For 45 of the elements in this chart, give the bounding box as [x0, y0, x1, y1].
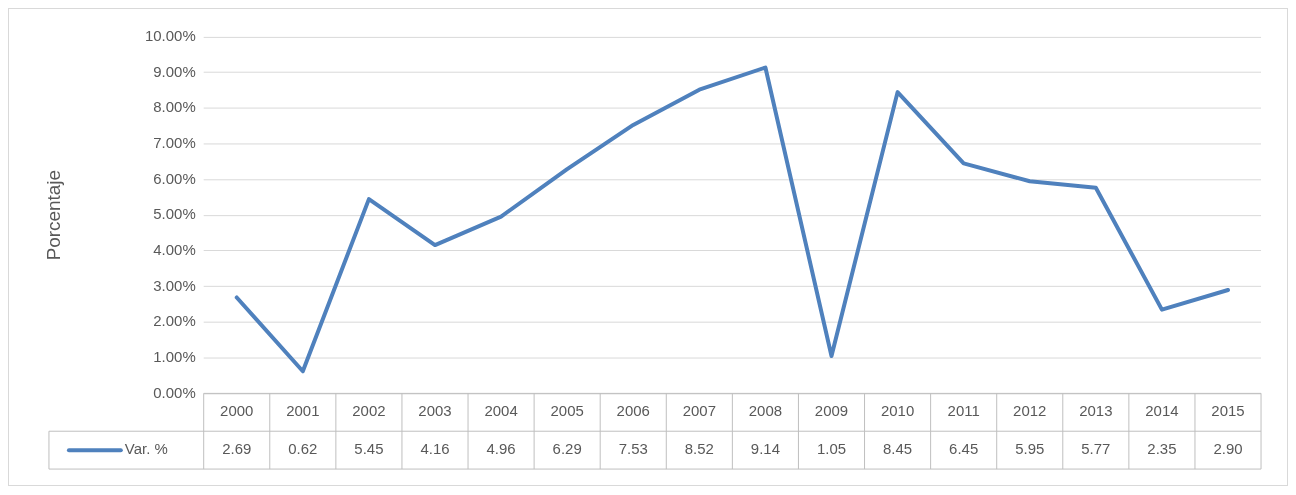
y-tick-label: 8.00%	[153, 98, 196, 116]
data-label: 2.90	[1213, 440, 1243, 458]
data-label: 6.29	[552, 440, 582, 458]
data-label: 6.45	[949, 440, 979, 458]
x-tick-label: 2010	[880, 402, 915, 420]
x-tick-label: 2013	[1079, 402, 1113, 420]
x-tick-label: 2001	[286, 402, 320, 420]
y-tick-label: 7.00%	[153, 133, 196, 151]
data-label: 5.95	[1015, 440, 1045, 458]
data-label: 8.45	[883, 440, 913, 458]
y-tick-label: 6.00%	[153, 169, 196, 187]
y-tick-label: 2.00%	[153, 312, 196, 330]
x-tick-label: 2005	[550, 402, 584, 420]
data-label: 9.14	[750, 440, 780, 458]
x-tick-label: 2012	[1013, 402, 1047, 420]
x-tick-label: 2008	[748, 402, 783, 420]
data-label: 8.52	[684, 440, 714, 458]
x-tick-label: 2007	[682, 402, 716, 420]
x-tick-label: 2015	[1211, 402, 1245, 420]
x-tick-label: 2009	[814, 402, 849, 420]
y-tick-label: 9.00%	[153, 62, 196, 80]
data-label: 2.35	[1147, 440, 1177, 458]
x-tick-label: 2000	[220, 402, 254, 420]
data-label: 2.69	[222, 440, 252, 458]
x-tick-label: 2003	[418, 402, 452, 420]
y-tick-label: 10.00%	[144, 27, 196, 44]
data-label: 4.16	[420, 440, 450, 458]
y-tick-label: 0.00%	[153, 383, 196, 401]
x-tick-label: 2014	[1145, 402, 1179, 420]
y-tick-label: 5.00%	[153, 205, 196, 223]
data-label: 7.53	[618, 440, 648, 458]
x-tick-label: 2011	[947, 402, 980, 420]
y-tick-label: 3.00%	[153, 276, 196, 294]
legend-label: Var. %	[124, 440, 168, 458]
data-label: 5.45	[354, 440, 384, 458]
data-label: 0.62	[288, 440, 318, 458]
data-label: 1.05	[816, 440, 847, 458]
x-tick-label: 2006	[616, 402, 650, 420]
data-label: 5.77	[1081, 440, 1111, 458]
y-axis-title: Porcentaje	[42, 169, 64, 261]
y-tick-label: 1.00%	[153, 347, 196, 365]
y-tick-label: 4.00%	[153, 240, 196, 258]
x-tick-label: 2004	[484, 402, 518, 420]
data-label: 4.96	[486, 440, 516, 458]
x-tick-label: 2002	[352, 402, 386, 420]
